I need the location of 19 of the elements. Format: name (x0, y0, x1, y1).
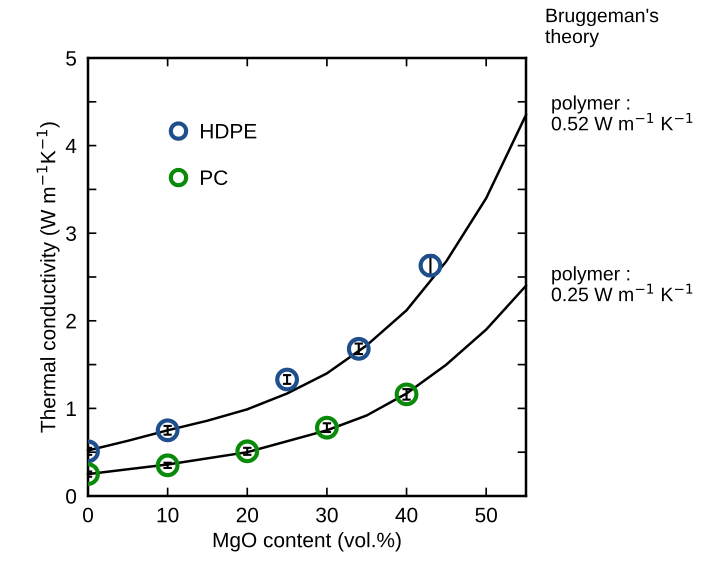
y-tick-label: 0 (66, 489, 76, 504)
x-axis-title: MgO content (vol.%) (214, 532, 401, 552)
text: Bruggeman's theory (545, 8, 658, 48)
annotation: polymer : 0.52 W m$^{−1}$ K$^{−1}$ (552, 95, 692, 130)
annotation: polymer : 0.25 W m$^{−1}$ K$^{−1}$ (552, 266, 692, 302)
x-tick-label: 50 (475, 508, 497, 522)
y-tick-label: 1 (66, 402, 76, 416)
y-axis-title: Thermal conductivity (W m$^{−1}$K$^{−1}$) (36, 122, 60, 433)
y-tick-label: 3 (66, 226, 76, 241)
x-tick-label: 10 (158, 508, 178, 522)
y-tick-label: 4 (66, 138, 76, 154)
x-tick-label: 20 (236, 508, 258, 522)
x-tick-label: 40 (395, 508, 418, 522)
y-tick-label: 2 (66, 314, 76, 328)
y-tick-label: 5 (66, 51, 76, 66)
x-tick-label: 0 (83, 508, 93, 522)
x-tick-label: 30 (316, 508, 338, 522)
legend-label: HDPE (201, 124, 256, 138)
legend-label: PC (201, 170, 228, 186)
